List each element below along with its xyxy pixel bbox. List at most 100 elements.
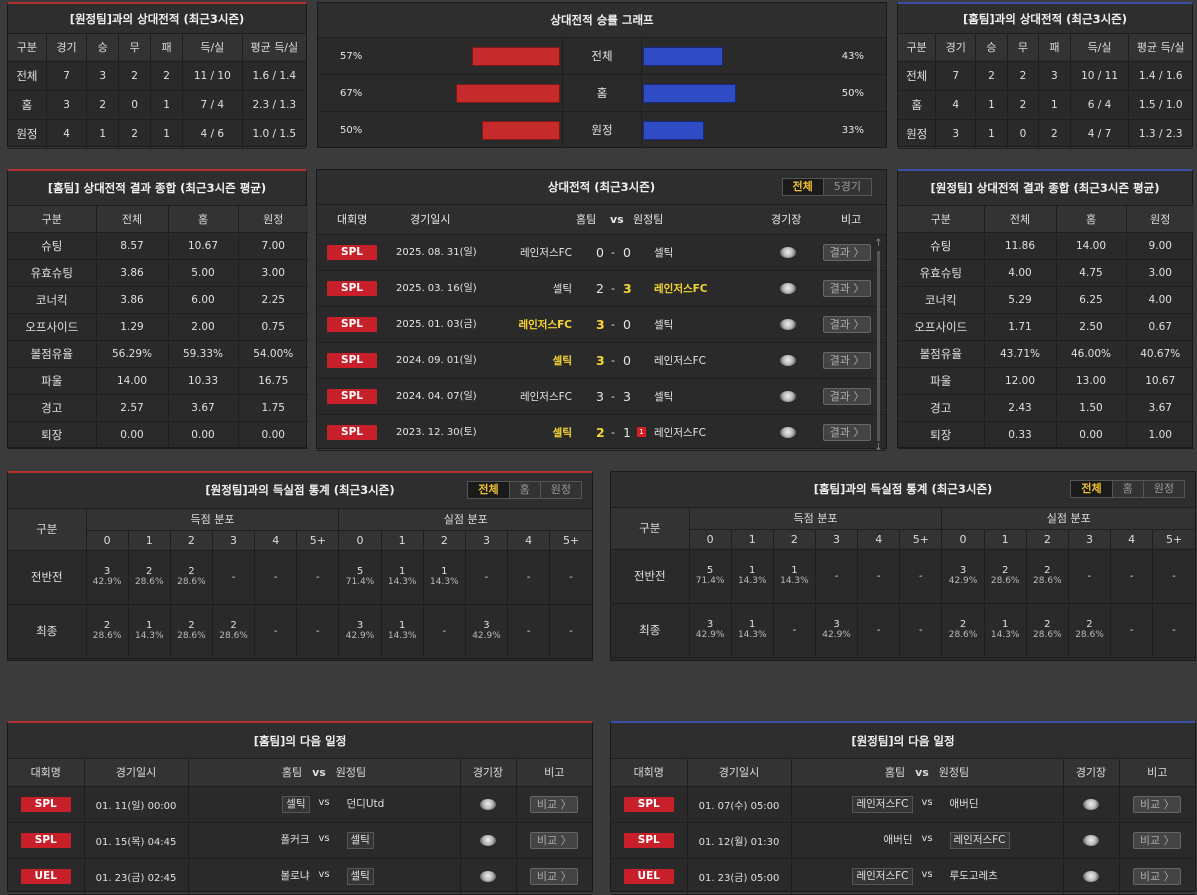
table-cell: 1.4 / 1.6	[1128, 61, 1192, 91]
table-cell: -	[507, 550, 551, 605]
table-cell: -	[465, 550, 509, 605]
stadium-icon[interactable]	[780, 247, 796, 258]
tab-away[interactable]: 원정	[1153, 482, 1174, 495]
table-cell: 1	[1038, 90, 1071, 120]
competition-badge: SPL	[327, 425, 377, 440]
percent-value: 42.9%	[345, 631, 375, 641]
stadium-icon[interactable]	[1083, 835, 1099, 846]
table-cell: 3.67	[1126, 394, 1194, 422]
table-cell: 3	[86, 61, 120, 91]
table-cell: -	[423, 604, 466, 659]
note-cell: 비교 〉	[1119, 786, 1195, 823]
compare-button[interactable]: 비교 〉	[1133, 867, 1182, 885]
competition-badge: UEL	[623, 868, 674, 884]
home-team: 셀틱	[282, 795, 310, 813]
table-cell: 1 14.3%	[128, 604, 171, 659]
home-win-bar	[456, 84, 560, 103]
compare-button[interactable]: 비교 〉	[1133, 831, 1182, 849]
match-date: 01. 15(목) 04:45	[84, 822, 189, 859]
column-header-comp: 대회명	[8, 759, 85, 787]
count-value: -	[792, 624, 797, 636]
compare-button[interactable]: 비교 〉	[530, 867, 579, 885]
graph-row-label: 전체	[562, 38, 642, 74]
scroll-up-icon[interactable]: ↑	[874, 238, 883, 249]
away-average-panel: [원정팀] 상대전적 결과 종합 (최근3시즌 평균) 구분 전체 홈 원정 슈팅 11.…	[897, 169, 1194, 449]
table-cell: 2	[150, 61, 184, 91]
percent-value: 28.6%	[219, 631, 248, 641]
percent-value: 14.3%	[737, 630, 767, 640]
percent-value: 28.6%	[177, 577, 206, 587]
stadium-icon[interactable]	[780, 391, 796, 402]
tab-away[interactable]: 원정	[550, 483, 571, 496]
table-cell: 2 28.6%	[1026, 603, 1069, 658]
compare-button[interactable]: 비교 〉	[530, 795, 579, 813]
result-button[interactable]: 결과 〉	[823, 352, 871, 369]
result-button[interactable]: 결과 〉	[823, 424, 871, 441]
tab-5-games[interactable]: 5경기	[833, 180, 861, 193]
away-win-pct: 43%	[841, 51, 864, 62]
tab-home[interactable]: 홈	[510, 482, 541, 498]
result-button[interactable]: 결과 〉	[823, 280, 871, 297]
stadium-icon[interactable]	[780, 283, 796, 294]
vs-label: vs	[921, 796, 933, 808]
compare-button[interactable]: 비교 〉	[530, 831, 579, 849]
stadium-icon[interactable]	[780, 427, 796, 438]
scroll-down-icon[interactable]: ↓	[874, 442, 883, 453]
bucket-header: 5+	[549, 530, 592, 551]
row-label: 오프사이드	[898, 313, 985, 341]
score-separator: -	[611, 246, 615, 259]
bucket-row: 0 1 2 3 4 5+ 0 1 2 3 4 5+	[611, 529, 1195, 550]
graph-row: 57% 전체 43%	[318, 38, 886, 75]
schedule-row: SPL 01. 15(목) 04:45 폴커크 vs 셀틱 비교 〉	[8, 822, 592, 859]
stadium-icon[interactable]	[480, 799, 496, 810]
scrollbar[interactable]: ↑ ↓	[874, 239, 883, 453]
row-label: 전체	[898, 61, 937, 91]
bucket-header: 1	[984, 529, 1027, 550]
note-cell: 비교 〉	[1119, 858, 1195, 895]
row-label: 볼점유율	[8, 340, 97, 368]
competition-badge: SPL	[20, 796, 71, 812]
column-header-home: 홈팀	[576, 213, 597, 226]
scroll-track[interactable]	[877, 251, 880, 441]
table-cell: 7	[935, 61, 977, 91]
compare-button[interactable]: 비교 〉	[1133, 795, 1182, 813]
table-cell: 2 28.6%	[984, 549, 1027, 604]
tab-all[interactable]: 전체	[468, 482, 510, 498]
tab-home[interactable]: 홈	[1113, 481, 1144, 497]
table-cell: -	[549, 550, 592, 605]
column-header: 홈	[1056, 206, 1127, 233]
stadium-icon[interactable]	[1083, 799, 1099, 810]
stadium-icon[interactable]	[1083, 871, 1099, 882]
table-cell: 3 42.9%	[465, 604, 509, 659]
bucket-header: 1	[128, 530, 171, 551]
home-win-pct: 50%	[340, 125, 363, 136]
table-row: 오프사이드 1.29 2.00 0.75	[8, 313, 308, 341]
stadium-cell	[460, 786, 517, 823]
column-header-away: 원정팀	[633, 213, 664, 226]
stadium-icon[interactable]	[480, 835, 496, 846]
table-row: 경고 2.43 1.50 3.67	[898, 394, 1194, 422]
table-cell: 1.29	[96, 313, 169, 341]
stadium-icon[interactable]	[780, 355, 796, 366]
percent-value: 14.3%	[780, 576, 809, 586]
stadium-icon[interactable]	[480, 871, 496, 882]
match-date: 2025. 01. 03(금)	[396, 319, 477, 330]
table-cell: 3 42.9%	[941, 549, 985, 604]
bucket-header: 5+	[899, 529, 943, 550]
count-value: -	[1087, 570, 1092, 582]
stadium-icon[interactable]	[780, 319, 796, 330]
tab-all[interactable]: 전체	[782, 179, 824, 195]
column-header: 홈	[168, 206, 239, 233]
table-row: 슈팅 8.57 10.67 7.00	[8, 232, 308, 260]
percent-value: 71.4%	[345, 577, 375, 587]
table-cell: 8.57	[96, 232, 169, 260]
row-label: 최종	[611, 603, 690, 658]
table-cell: 3 42.9%	[86, 550, 129, 605]
result-button[interactable]: 결과 〉	[823, 388, 871, 405]
note-cell: 비교 〉	[1119, 822, 1195, 859]
tab-all[interactable]: 전체	[1071, 481, 1113, 497]
result-button[interactable]: 결과 〉	[823, 244, 871, 261]
row-label: 최종	[8, 604, 87, 659]
result-button[interactable]: 결과 〉	[823, 316, 871, 333]
